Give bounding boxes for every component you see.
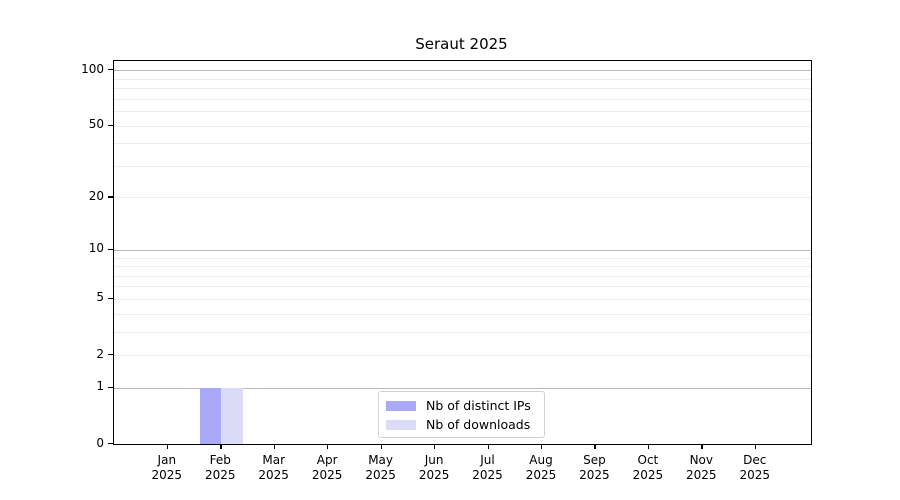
x-tick-label: Feb 2025 [205, 453, 236, 482]
x-tick-mark [647, 444, 650, 449]
gridline-minor [114, 125, 811, 127]
y-tick-mark [108, 124, 113, 126]
bar-nb-of-distinct-ips-feb-2025 [199, 387, 222, 444]
x-tick-label: May 2025 [365, 453, 396, 482]
x-tick-mark [434, 444, 436, 449]
bar-nb-of-downloads-feb-2025 [221, 387, 243, 444]
chart-title: Seraut 2025 [415, 35, 508, 53]
x-tick-label: Sep 2025 [579, 453, 610, 482]
gridline-minor [114, 88, 811, 89]
x-tick-label: Nov 2025 [686, 453, 717, 482]
y-tick-label: 100 [81, 61, 104, 76]
y-tick-mark [108, 69, 113, 71]
x-tick-label: Jan 2025 [151, 453, 183, 482]
x-tick-mark [220, 444, 222, 449]
legend-item-downloads: Nb of downloads [386, 415, 536, 434]
y-tick-label: 5 [96, 290, 104, 305]
x-tick-label: Apr 2025 [311, 453, 343, 482]
x-tick-label: Oct 2025 [632, 453, 664, 482]
gridline-minor [114, 355, 811, 356]
legend-label-distinct-ips: Nb of distinct IPs [426, 398, 531, 413]
legend-item-distinct-ips: Nb of distinct IPs [386, 396, 536, 415]
y-tick-label: 2 [96, 346, 104, 361]
plot-area: Nb of distinct IPs Nb of downloads [113, 60, 812, 445]
x-tick-label: Dec 2025 [739, 453, 771, 482]
y-tick-label: 20 [88, 188, 104, 203]
x-tick-mark [541, 444, 543, 449]
legend-swatch-distinct-ips [386, 400, 416, 411]
gridline-minor [114, 98, 811, 100]
y-tick-mark [108, 354, 113, 356]
y-tick-mark [108, 297, 113, 300]
gridline-minor [114, 275, 811, 277]
x-tick-label: Jul 2025 [472, 453, 503, 482]
x-tick-mark [273, 444, 275, 449]
gridline-minor [114, 143, 811, 145]
x-tick-mark [594, 444, 596, 449]
gridline-minor [114, 110, 811, 112]
x-tick-mark [701, 444, 703, 449]
x-tick-mark [166, 444, 169, 449]
y-tick-mark [108, 248, 113, 250]
y-tick-label: 0 [96, 435, 104, 450]
gridline-minor [114, 257, 811, 259]
gridline-major [114, 70, 811, 72]
y-tick-label: 10 [88, 241, 104, 256]
gridline-minor [114, 286, 811, 288]
x-tick-mark [754, 444, 757, 449]
x-tick-mark [380, 444, 382, 449]
gridline-minor [114, 313, 811, 315]
legend: Nb of distinct IPs Nb of downloads [378, 391, 545, 438]
gridline-minor [114, 331, 811, 333]
y-tick-label: 1 [96, 379, 104, 394]
gridline-minor [114, 266, 811, 267]
legend-swatch-downloads [386, 419, 416, 430]
gridline-minor [114, 165, 811, 167]
x-tick-label: Jun 2025 [418, 453, 450, 482]
legend-label-downloads: Nb of downloads [426, 417, 531, 432]
y-tick-label: 50 [88, 117, 104, 131]
x-tick-label: Aug 2025 [525, 453, 557, 482]
gridline-major [114, 249, 811, 251]
x-tick-label: Mar 2025 [258, 453, 289, 482]
y-tick-mark [108, 196, 113, 198]
y-tick-mark [108, 443, 113, 445]
x-tick-mark [487, 444, 489, 449]
gridline-major [114, 387, 811, 389]
y-tick-mark [108, 386, 113, 389]
gridline-minor [114, 298, 811, 300]
gridline-minor [114, 78, 811, 80]
gridline-minor [114, 197, 811, 199]
x-tick-mark [327, 444, 329, 449]
